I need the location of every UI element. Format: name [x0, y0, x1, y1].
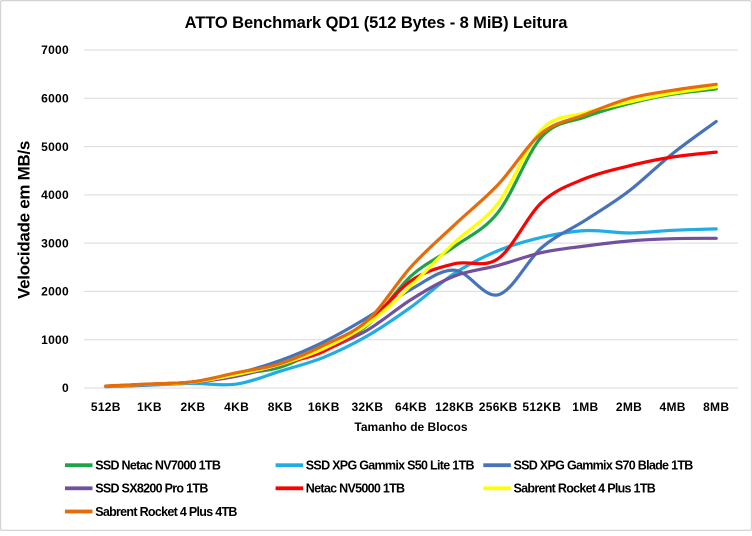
svg-text:SSD XPG Gammix S70 Blade 1TB: SSD XPG Gammix S70 Blade 1TB [514, 459, 694, 473]
svg-text:0: 0 [62, 381, 69, 395]
svg-text:1MB: 1MB [572, 400, 598, 414]
svg-text:4KB: 4KB [224, 400, 249, 414]
svg-text:SSD Netac NV7000 1TB: SSD Netac NV7000 1TB [95, 459, 221, 473]
svg-text:Netac NV5000 1TB: Netac NV5000 1TB [306, 482, 405, 496]
svg-text:32KB: 32KB [351, 400, 383, 414]
svg-text:4000: 4000 [41, 188, 69, 202]
svg-text:2MB: 2MB [616, 400, 642, 414]
svg-text:SSD XPG Gammix S50 Lite 1TB: SSD XPG Gammix S50 Lite 1TB [306, 459, 475, 473]
svg-text:2000: 2000 [41, 285, 69, 299]
svg-text:Velocidade em MB/s: Velocidade em MB/s [15, 141, 34, 299]
svg-text:7000: 7000 [41, 43, 69, 57]
svg-text:256KB: 256KB [479, 400, 518, 414]
svg-text:2KB: 2KB [181, 400, 206, 414]
svg-text:ATTO Benchmark QD1 (512 Bytes: ATTO Benchmark QD1 (512 Bytes - 8 MiB) L… [185, 14, 569, 32]
svg-text:16KB: 16KB [308, 400, 340, 414]
svg-text:8MB: 8MB [703, 400, 729, 414]
svg-text:5000: 5000 [41, 140, 69, 154]
svg-text:64KB: 64KB [395, 400, 427, 414]
svg-text:1KB: 1KB [137, 400, 162, 414]
svg-text:Sabrent Rocket 4 Plus 4TB: Sabrent Rocket 4 Plus 4TB [95, 505, 237, 519]
svg-text:512KB: 512KB [522, 400, 561, 414]
svg-text:8KB: 8KB [268, 400, 293, 414]
svg-text:128KB: 128KB [435, 400, 474, 414]
svg-text:512B: 512B [91, 400, 121, 414]
svg-text:1000: 1000 [41, 333, 69, 347]
svg-text:6000: 6000 [41, 92, 69, 106]
svg-text:Tamanho de Blocos: Tamanho de Blocos [354, 420, 467, 434]
svg-text:3000: 3000 [41, 236, 69, 250]
svg-text:4MB: 4MB [659, 400, 685, 414]
svg-text:SSD SX8200 Pro 1TB: SSD SX8200 Pro 1TB [95, 482, 208, 496]
svg-text:Sabrent Rocket 4 Plus 1TB: Sabrent Rocket 4 Plus 1TB [514, 482, 656, 496]
